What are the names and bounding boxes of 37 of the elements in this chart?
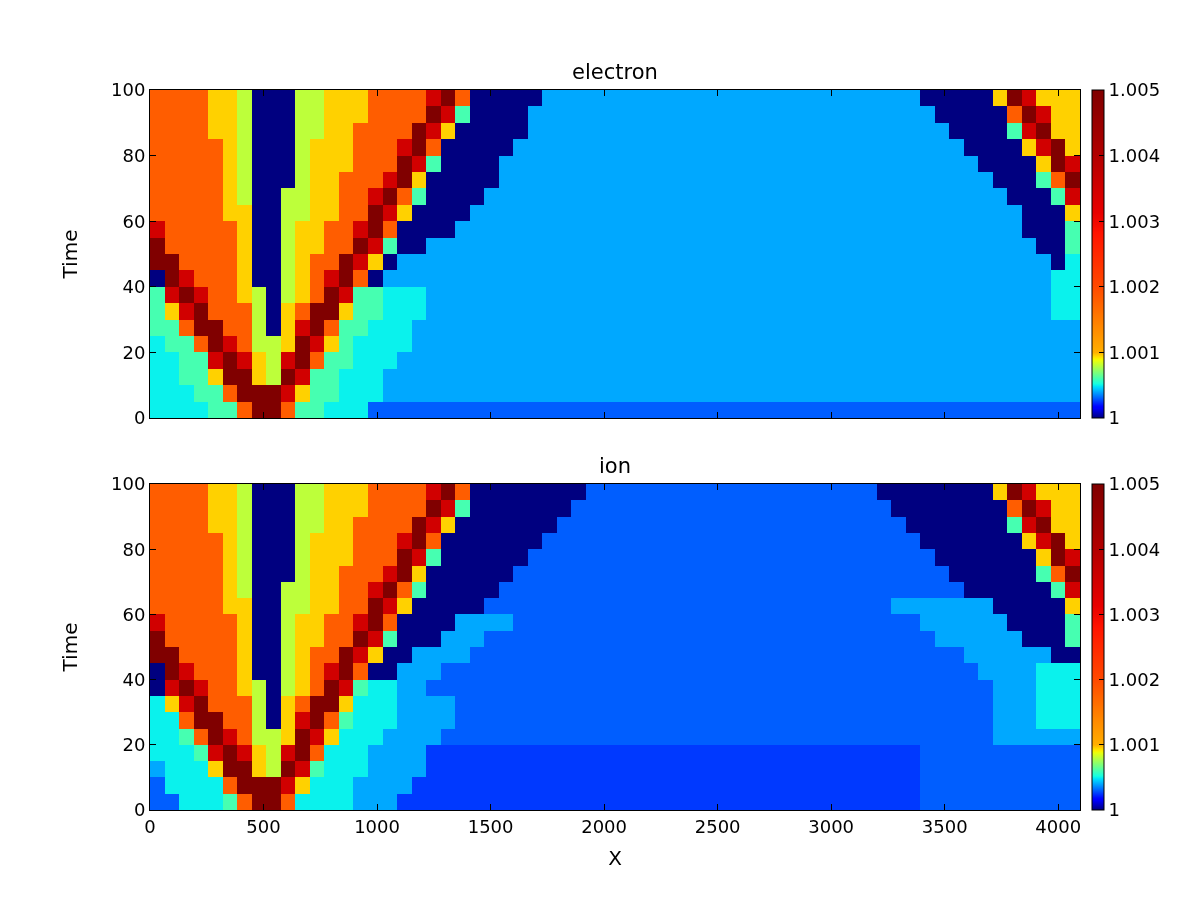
x-tick-label: 1500 bbox=[467, 815, 514, 837]
color-bar-label: 1 bbox=[1108, 799, 1121, 821]
color-bar-label: 1.004 bbox=[1108, 538, 1161, 560]
x-tick-label: 2500 bbox=[694, 815, 741, 837]
y-tick-label: 80 bbox=[122, 144, 146, 166]
color-bar-label: 1.001 bbox=[1108, 341, 1161, 363]
x-tick-label: 3000 bbox=[808, 815, 855, 837]
y-tick-label: 0 bbox=[133, 799, 146, 821]
y-tick-label: 20 bbox=[122, 734, 146, 756]
color-bar-label: 1.005 bbox=[1108, 473, 1161, 495]
x-tick-label: 2000 bbox=[581, 815, 628, 837]
y-tick-label: 80 bbox=[122, 538, 146, 560]
x-tick-label: 3500 bbox=[921, 815, 968, 837]
x-axis-title: X bbox=[608, 846, 623, 871]
y-axis-title: Time bbox=[57, 229, 82, 280]
color-bar-label: 1.003 bbox=[1108, 603, 1161, 625]
y-tick-label: 60 bbox=[122, 210, 146, 232]
color-bar-label: 1.002 bbox=[1108, 668, 1161, 690]
y-tick-label: 40 bbox=[122, 668, 146, 690]
chart-title: ion bbox=[599, 454, 631, 478]
y-axis-title: Time bbox=[57, 622, 82, 673]
y-tick-label: 100 bbox=[111, 79, 146, 101]
x-tick-label: 4000 bbox=[1035, 815, 1082, 837]
x-tick-label: 1000 bbox=[354, 815, 400, 837]
color-bar-label: 1.001 bbox=[1108, 734, 1161, 756]
y-tick-label: 0 bbox=[133, 407, 146, 429]
y-tick-label: 100 bbox=[111, 473, 146, 495]
x-tick-label: 500 bbox=[246, 815, 281, 837]
color-bar-label: 1.002 bbox=[1108, 276, 1161, 298]
color-bar-label: 1.003 bbox=[1108, 210, 1161, 232]
color-bar-label: 1.005 bbox=[1108, 79, 1161, 101]
y-tick-label: 20 bbox=[122, 341, 146, 363]
y-tick-label: 40 bbox=[122, 276, 146, 298]
chart-title: electron bbox=[572, 60, 658, 84]
color-bar-label: 1 bbox=[1108, 407, 1121, 429]
y-tick-label: 60 bbox=[122, 603, 146, 625]
color-bar-label: 1.004 bbox=[1108, 144, 1161, 166]
